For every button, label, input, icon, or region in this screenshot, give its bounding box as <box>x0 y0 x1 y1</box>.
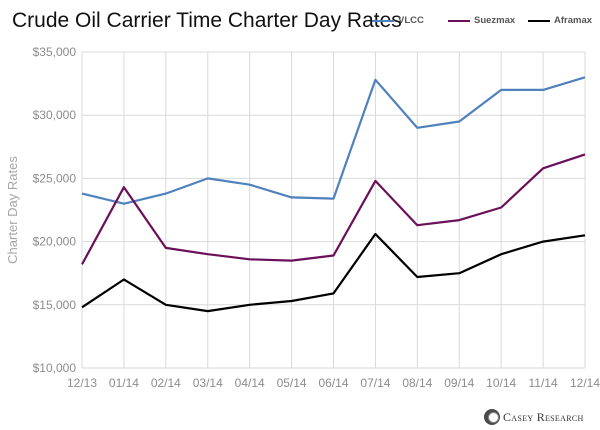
y-tick-label: $15,000 <box>33 298 77 312</box>
legend-swatch-suezmax <box>448 19 470 22</box>
x-tick-label: 09/14 <box>444 376 474 390</box>
legend-label-aframax: Aframax <box>554 15 593 26</box>
chart-title: Crude Oil Carrier Time Charter Day Rates <box>12 9 402 32</box>
x-tick-label: 02/14 <box>151 376 181 390</box>
series-line-suezmax <box>81 153 586 265</box>
logo-icon <box>484 409 500 425</box>
x-tick-label: 07/14 <box>360 376 390 390</box>
x-tick-label: 05/14 <box>277 376 307 390</box>
logo-text: Casey Research <box>503 409 584 424</box>
x-tick-label: 12/13 <box>67 376 97 390</box>
legend-item-vlcc: VLCC <box>372 15 424 26</box>
legend-label-suezmax: Suezmax <box>474 15 516 26</box>
x-tick-label: 04/14 <box>235 376 265 390</box>
x-tick-label: 01/14 <box>109 376 139 390</box>
legend-label-vlcc: VLCC <box>398 15 424 26</box>
x-tick-label: 11/14 <box>529 376 558 390</box>
x-tick-label: 03/14 <box>193 376 223 390</box>
legend-item-aframax: Aframax <box>528 15 592 26</box>
x-tick-label: 10/14 <box>486 376 516 390</box>
series-line-aframax <box>81 232 586 313</box>
legend-item-suezmax: Suezmax <box>448 15 515 26</box>
x-tick-label: 06/14 <box>318 376 348 390</box>
x-tick-label: 12/14 <box>570 376 600 390</box>
x-tick-label: 08/14 <box>402 376 432 390</box>
series-line-vlcc <box>81 76 586 205</box>
y-tick-label: $35,000 <box>33 45 77 59</box>
y-tick-label: $20,000 <box>33 235 77 249</box>
y-axis-label: Charter Day Rates <box>5 156 20 264</box>
y-tick-label: $30,000 <box>33 108 77 122</box>
y-tick-label: $25,000 <box>33 171 77 185</box>
casey-research-logo: Casey Research <box>484 408 584 426</box>
legend-swatch-aframax <box>528 19 550 22</box>
y-tick-label: $10,000 <box>33 361 77 375</box>
legend-swatch-vlcc <box>372 19 394 22</box>
